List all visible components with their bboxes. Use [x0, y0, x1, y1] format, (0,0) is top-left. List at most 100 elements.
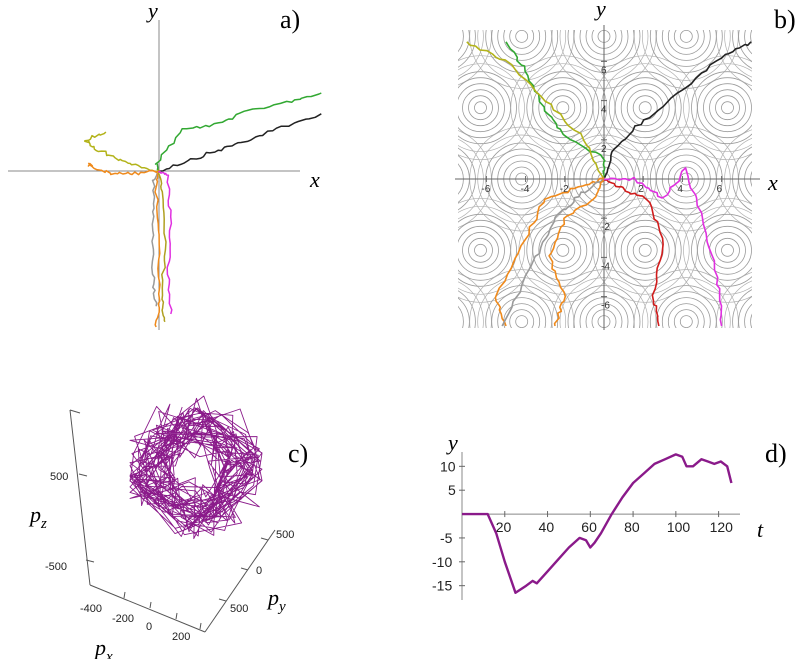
panel-b-contour-ring — [780, 220, 803, 280]
panel-b-contour-ring — [766, 64, 803, 152]
panel-b-contour-ring — [709, 89, 746, 127]
panel-b-series-line — [604, 179, 664, 327]
panel-b-contour-ring — [600, 205, 690, 295]
panel-b-x-tick-label: -6 — [481, 184, 490, 195]
panel-b-contour-ring — [433, 316, 445, 328]
panel-b-y-tick-label: -6 — [601, 301, 610, 312]
panel-b-contour-ring — [638, 101, 652, 115]
panel-b-contour-ring — [468, 95, 493, 121]
panel-b-contour-ring — [614, 219, 676, 281]
panel-b-y-tick-label: 4 — [601, 105, 607, 116]
panel-b-contour-ring — [477, 277, 567, 328]
panel-b-contour-ring — [474, 101, 487, 115]
panel-b-contour-ring — [638, 243, 652, 257]
panel-b-contour-ring — [679, 315, 693, 328]
panel-b-contour-ring — [691, 213, 752, 287]
panel-b-series-group — [466, 41, 752, 327]
panel-b-x-tick-label: 2 — [638, 184, 644, 195]
panel-b-series-line — [505, 41, 606, 179]
panel-b-contour-ring — [679, 30, 693, 43]
panel-b-contour-ring — [509, 30, 535, 49]
panel-a-xlabel: x — [309, 167, 320, 192]
panel-b-contour-ring — [427, 24, 451, 48]
panel-c-z-axis — [69, 409, 91, 586]
panel-b-contour-ring — [675, 197, 752, 303]
panel-b-contour-ring — [798, 238, 803, 262]
panel-b-contour-ring — [458, 77, 511, 139]
panel-d-y-tick-label: 5 — [448, 482, 456, 498]
panel-b-contour-ring — [458, 63, 525, 153]
panel-a-series-line — [158, 113, 322, 172]
panel-b-series-line — [494, 177, 605, 327]
panel-b-contour-ring — [620, 225, 670, 275]
panel-c-tick-mark — [199, 622, 202, 630]
panel-b-contour-ring — [649, 285, 723, 328]
panel-c-pz-tick-500: 500 — [50, 471, 68, 483]
panel-b-contour-ring — [421, 161, 457, 197]
panel-b-contour-ring — [503, 30, 541, 55]
panel-b-xlabel: x — [767, 170, 778, 195]
panel-b-series-line — [548, 178, 605, 327]
panel-b-contour-ring — [744, 303, 752, 328]
panel-b-contour-ring — [518, 205, 608, 295]
panel-b-contour-ring — [641, 277, 731, 328]
panel-b-series-line — [501, 177, 605, 327]
panel-b-contour-ring — [458, 205, 525, 295]
panel-b-x-tick-label: 6 — [717, 184, 723, 195]
panel-c-trajectory — [129, 395, 263, 540]
panel-c-tick-mark — [123, 591, 126, 599]
panel-c-label: c) — [288, 439, 308, 468]
panel-c-px-axis — [89, 584, 206, 633]
panel-c: 500 -500 -400 -200 0 200 500 0 500 pz px… — [28, 395, 308, 659]
panel-a-series-line — [158, 170, 173, 315]
panel-b-contour-ring — [515, 315, 529, 328]
panel-b-contour-ring — [641, 30, 731, 81]
panel-b-contour-ring — [458, 281, 484, 328]
panel-c-ylabel: py — [266, 585, 286, 615]
panel-b-contour-ring — [715, 237, 740, 263]
panel-b-contour-ring — [750, 30, 752, 45]
panel-d-x-tick-label: 80 — [624, 519, 640, 535]
panel-b-contour-ring — [780, 78, 803, 138]
panel-a-series-line — [151, 171, 161, 307]
panel-b-contour-ring — [798, 96, 803, 120]
panel-b-contour-ring — [697, 77, 752, 139]
panel-b-contour-ring — [661, 30, 711, 61]
panel-b-contour-ring — [614, 77, 676, 139]
panel-b-x-tick-label: -4 — [521, 184, 530, 195]
panel-b-contour-ring — [462, 231, 499, 269]
panel-b-contour-ring — [469, 30, 575, 89]
panel-b-contour-ring — [458, 30, 476, 68]
panel-b-contour-ring — [774, 72, 803, 144]
panel-b-contour-ring — [703, 225, 752, 275]
panel-b-ylabel: y — [594, 0, 606, 21]
panel-b-contour-ring — [661, 297, 711, 328]
panel-b-contour-ring — [649, 30, 723, 73]
panel-b-contour-ring — [724, 280, 752, 328]
panel-b-contour-ring — [750, 313, 752, 328]
panel-b-contour-ring — [503, 303, 541, 328]
panel-b-ticks: -6 -4 -2 2 4 6 6 4 2 -2 -4 -6 — [481, 60, 723, 312]
panel-d-axes — [461, 452, 740, 600]
panel-c-tick-mark — [149, 601, 152, 609]
panel-b-contour-ring — [774, 214, 803, 286]
panel-c-py-tick-0: 0 — [256, 565, 262, 577]
panel-b-contour-ring — [497, 30, 547, 61]
panel-d-x-tick-label: 40 — [539, 519, 555, 535]
panel-c-tick-mark — [240, 567, 249, 571]
panel-b-contour-ring — [600, 63, 690, 153]
panel-c-py-tick-500b: 500 — [230, 603, 248, 615]
panel-a-label: a) — [280, 5, 300, 34]
panel-b-contour-ring — [532, 77, 594, 139]
panel-b-contour-ring — [491, 30, 553, 67]
panel-c-trajectory-line — [129, 395, 263, 540]
panel-c-tick-mark — [218, 598, 227, 602]
panel-c-xlabel: px — [93, 635, 113, 659]
panel-c-py-axis — [204, 529, 276, 633]
panel-c-tick-mark — [69, 409, 81, 414]
panel-a-series-line — [84, 131, 160, 173]
panel-b-contour-ring — [655, 291, 717, 328]
panel-b-contour-ring — [550, 237, 576, 263]
panel-b-contour-ring — [421, 304, 457, 340]
panel-b-contour-ring — [458, 30, 484, 77]
